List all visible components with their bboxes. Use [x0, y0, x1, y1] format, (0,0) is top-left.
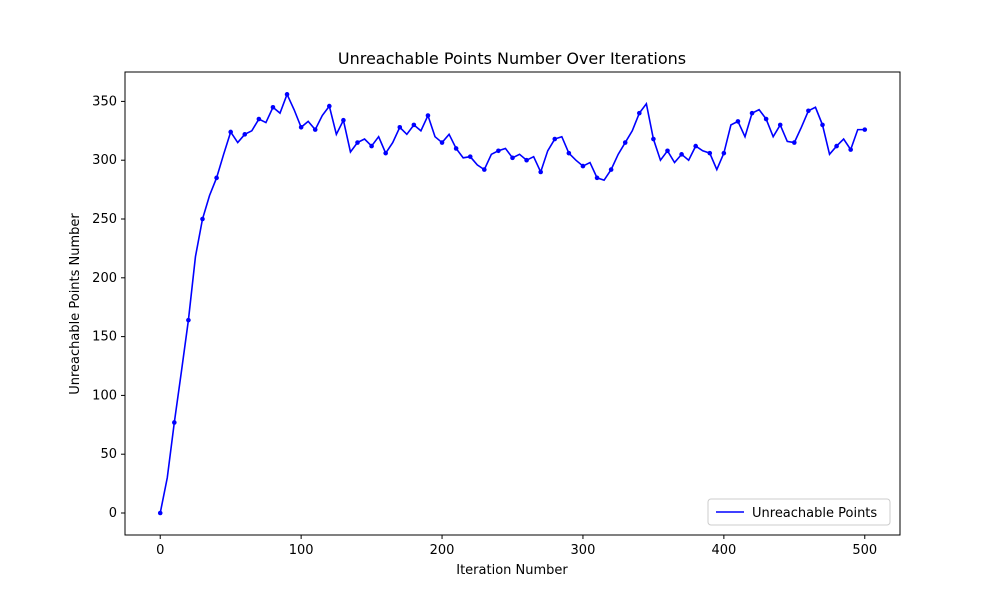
data-point — [735, 119, 741, 124]
y-tick-label: 0 — [109, 506, 117, 521]
data-point — [228, 129, 233, 135]
data-point — [524, 157, 529, 163]
data-point — [355, 140, 360, 145]
data-point — [806, 108, 811, 114]
data-point — [552, 136, 558, 142]
data-point — [467, 154, 473, 159]
y-tick-label: 200 — [92, 271, 117, 286]
data-point — [679, 152, 684, 157]
data-point — [157, 510, 163, 516]
data-point — [707, 150, 713, 156]
y-tick-label: 50 — [100, 447, 117, 462]
data-point — [312, 127, 318, 132]
data-point — [862, 127, 868, 132]
data-point — [538, 169, 543, 175]
data-point — [425, 113, 431, 118]
data-point — [721, 150, 727, 156]
x-tick-label: 0 — [156, 543, 164, 558]
data-point — [186, 317, 191, 323]
data-point — [439, 140, 445, 145]
data-point — [327, 103, 332, 109]
data-point — [383, 150, 388, 156]
data-point — [749, 110, 755, 116]
data-point — [651, 136, 656, 142]
data-point — [566, 150, 572, 156]
chart-title: Unreachable Points Number Over Iteration… — [338, 49, 686, 68]
x-tick-label: 100 — [289, 543, 314, 558]
x-axis-label: Iteration Number — [456, 563, 568, 578]
y-tick-label: 300 — [92, 153, 117, 168]
data-point — [792, 140, 797, 145]
legend-label: Unreachable Points — [752, 506, 877, 521]
data-point — [214, 175, 219, 181]
data-point — [270, 104, 276, 110]
data-point — [665, 148, 670, 154]
data-point — [369, 143, 374, 149]
data-point — [580, 163, 586, 169]
y-tick-label: 150 — [92, 330, 117, 345]
data-point — [594, 175, 600, 181]
data-point — [284, 92, 290, 97]
y-tick-label: 100 — [92, 388, 117, 403]
data-point — [496, 148, 501, 154]
data-point — [777, 122, 783, 128]
data-point — [834, 143, 839, 149]
data-point — [820, 122, 825, 128]
data-point — [510, 155, 515, 161]
data-point — [298, 124, 304, 130]
legend-box — [707, 498, 891, 526]
data-point — [411, 122, 417, 128]
data-point — [242, 132, 248, 137]
data-point — [763, 116, 769, 122]
data-point — [453, 146, 459, 151]
data-point — [693, 143, 698, 149]
data-point — [397, 124, 403, 130]
x-tick-label: 400 — [711, 543, 736, 558]
x-tick-label: 300 — [571, 543, 596, 558]
data-point — [848, 147, 853, 152]
data-point — [256, 116, 262, 122]
x-tick-label: 200 — [430, 543, 455, 558]
data-point — [341, 117, 346, 123]
data-point — [637, 110, 642, 116]
data-point — [608, 167, 614, 172]
data-point — [172, 420, 177, 425]
y-tick-label: 250 — [92, 212, 117, 227]
data-point — [482, 167, 487, 172]
y-axis-label: Unreachable Points Number — [68, 213, 83, 395]
y-tick-label: 350 — [92, 94, 117, 109]
plot-frame — [124, 71, 901, 536]
data-point — [622, 140, 628, 145]
data-point — [200, 216, 205, 222]
x-tick-label: 500 — [852, 543, 877, 558]
